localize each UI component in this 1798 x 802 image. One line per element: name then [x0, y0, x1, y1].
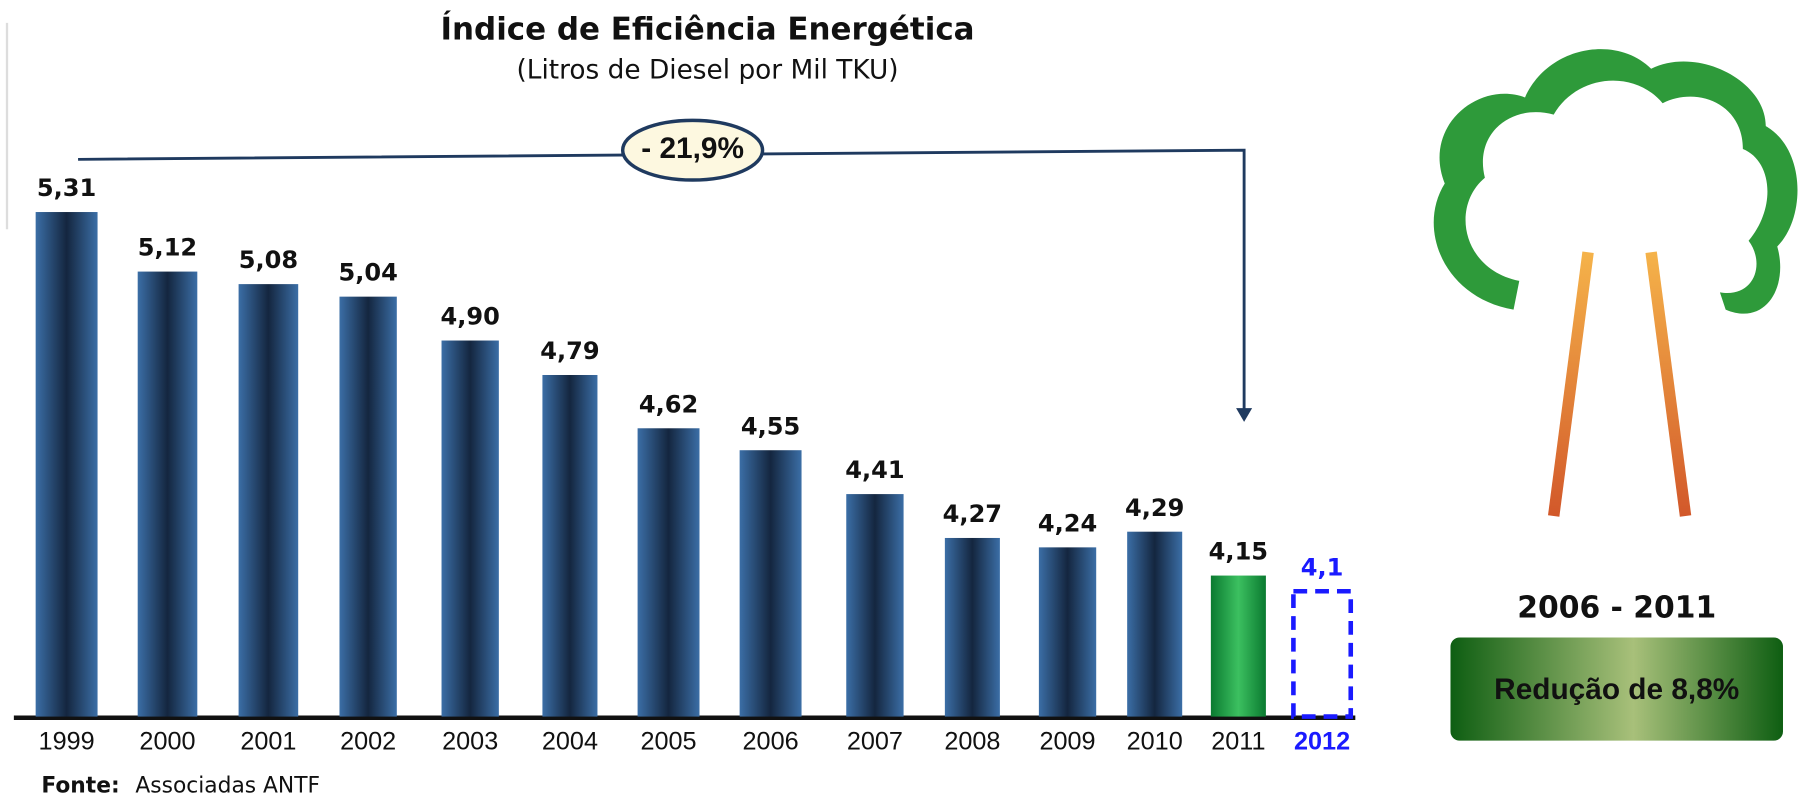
value-label: 4,79 — [540, 337, 599, 365]
bar — [1127, 531, 1183, 717]
x-tick-label: 2000 — [139, 728, 195, 756]
value-label: 5,12 — [138, 234, 197, 262]
source: Associadas ANTF — [135, 774, 320, 798]
bar — [637, 428, 700, 717]
x-tick-label: 2010 — [1127, 728, 1183, 756]
tree-rail-icon — [1433, 49, 1798, 517]
x-tick-label: 2012 — [1294, 728, 1350, 756]
value-label: 4,1 — [1301, 553, 1344, 581]
bars: 5,31 1999 5,12 2000 5,08 2001 5,04 2002 4,90 2003… — [35, 174, 1354, 756]
source-label: Fonte: — [41, 774, 119, 798]
bar — [238, 284, 299, 717]
value-label: 4,15 — [1209, 538, 1268, 566]
x-tick-label: 2004 — [542, 728, 598, 756]
bar — [339, 296, 397, 717]
x-tick-label: 2005 — [640, 728, 696, 756]
bar — [739, 450, 802, 717]
x-tick-label: 1999 — [39, 728, 95, 756]
chart-title: Índice de Eficiência Energética — [441, 11, 975, 47]
chart-subtitle: (Litros de Diesel por Mil TKU) — [517, 56, 899, 86]
value-label: 5,04 — [338, 259, 397, 287]
value-label: 5,08 — [239, 246, 298, 274]
value-label: 4,55 — [741, 412, 800, 440]
x-tick-label: 2006 — [743, 728, 799, 756]
x-tick-label: 2002 — [340, 728, 396, 756]
bar — [1210, 575, 1266, 717]
bar — [846, 494, 904, 717]
value-label: 4,29 — [1125, 494, 1184, 522]
side-period: 2006 - 2011 — [1517, 590, 1716, 625]
value-label: 4,24 — [1038, 509, 1097, 537]
bar — [542, 374, 598, 717]
x-tick-label: 2001 — [240, 728, 296, 756]
x-tick-label: 2007 — [847, 728, 903, 756]
value-label: 4,27 — [943, 500, 1002, 528]
value-label: 4,62 — [639, 390, 698, 418]
bar — [1291, 588, 1354, 719]
x-tick-label: 2011 — [1211, 728, 1265, 756]
value-label: 4,90 — [441, 303, 500, 331]
bar — [1038, 547, 1097, 717]
side-note: Redução de 8,8% — [1494, 673, 1739, 706]
bracket — [78, 118, 1253, 422]
bar — [35, 212, 98, 717]
x-tick-label: 2003 — [442, 728, 498, 756]
value-label: 5,31 — [37, 174, 96, 202]
bar — [441, 340, 499, 717]
bar — [944, 537, 1000, 717]
bar — [137, 271, 198, 717]
side-box — [1450, 637, 1783, 741]
annotation: - 21,9% — [641, 132, 744, 165]
x-tick-label: 2009 — [1039, 728, 1095, 756]
value-label: 4,41 — [845, 456, 904, 484]
x-tick-label: 2008 — [944, 728, 1000, 756]
